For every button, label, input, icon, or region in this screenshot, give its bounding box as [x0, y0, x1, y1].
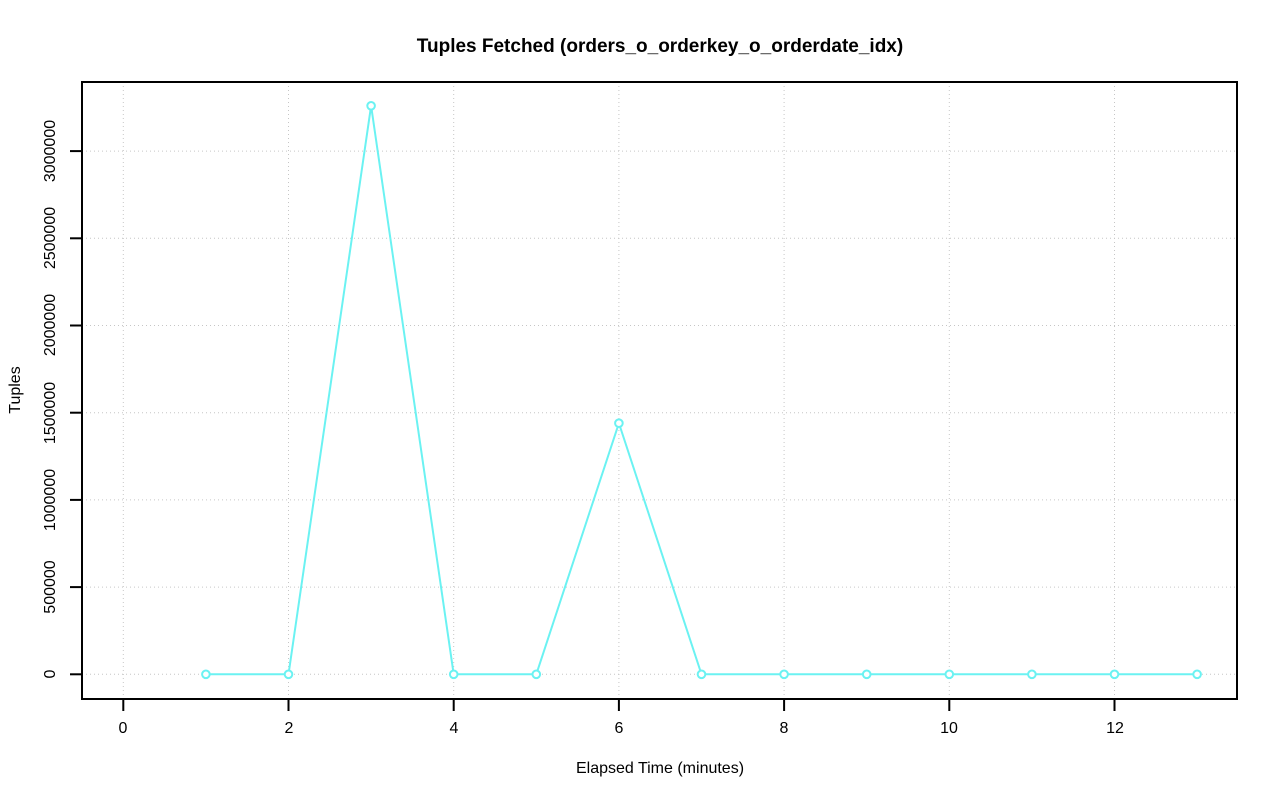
data-point [944, 669, 955, 680]
y-tick-label-1000000: 1000000 [42, 469, 59, 531]
x-tick-label-10: 10 [940, 720, 958, 737]
y-axis-label: Tuples [7, 366, 24, 413]
axis-ticks [70, 150, 1116, 711]
x-tick-label-12: 12 [1106, 720, 1124, 737]
data-series [201, 101, 1202, 680]
data-point [1192, 669, 1202, 680]
data-point [283, 669, 294, 680]
grid-layer [82, 82, 1237, 699]
data-point [201, 669, 211, 680]
data-point [861, 669, 872, 680]
series-line [204, 104, 1199, 676]
x-tick-label-2: 2 [285, 720, 294, 737]
data-point [696, 669, 707, 680]
data-point [531, 669, 542, 680]
data-point [1109, 669, 1120, 680]
data-point [614, 418, 624, 429]
y-tick-label-2000000: 2000000 [42, 294, 59, 356]
x-tick-label-8: 8 [780, 720, 789, 737]
x-tick-label-6: 6 [615, 720, 624, 737]
y-tick-label-2500000: 2500000 [42, 207, 59, 269]
chart-title: Tuples Fetched (orders_o_orderkey_o_orde… [417, 36, 903, 57]
x-tick-label-4: 4 [450, 720, 459, 737]
plot-box [81, 81, 1238, 700]
x-axis-label: Elapsed Time (minutes) [576, 760, 744, 777]
data-point [448, 669, 459, 680]
data-point [779, 669, 789, 680]
x-tick-label-0: 0 [119, 720, 128, 737]
data-point [1027, 669, 1037, 680]
y-tick-label-1500000: 1500000 [42, 382, 59, 444]
data-point [366, 101, 376, 111]
y-tick-label-500000: 500000 [42, 560, 59, 613]
y-tick-label-0: 0 [42, 669, 59, 678]
y-tick-label-3000000: 3000000 [42, 120, 59, 182]
